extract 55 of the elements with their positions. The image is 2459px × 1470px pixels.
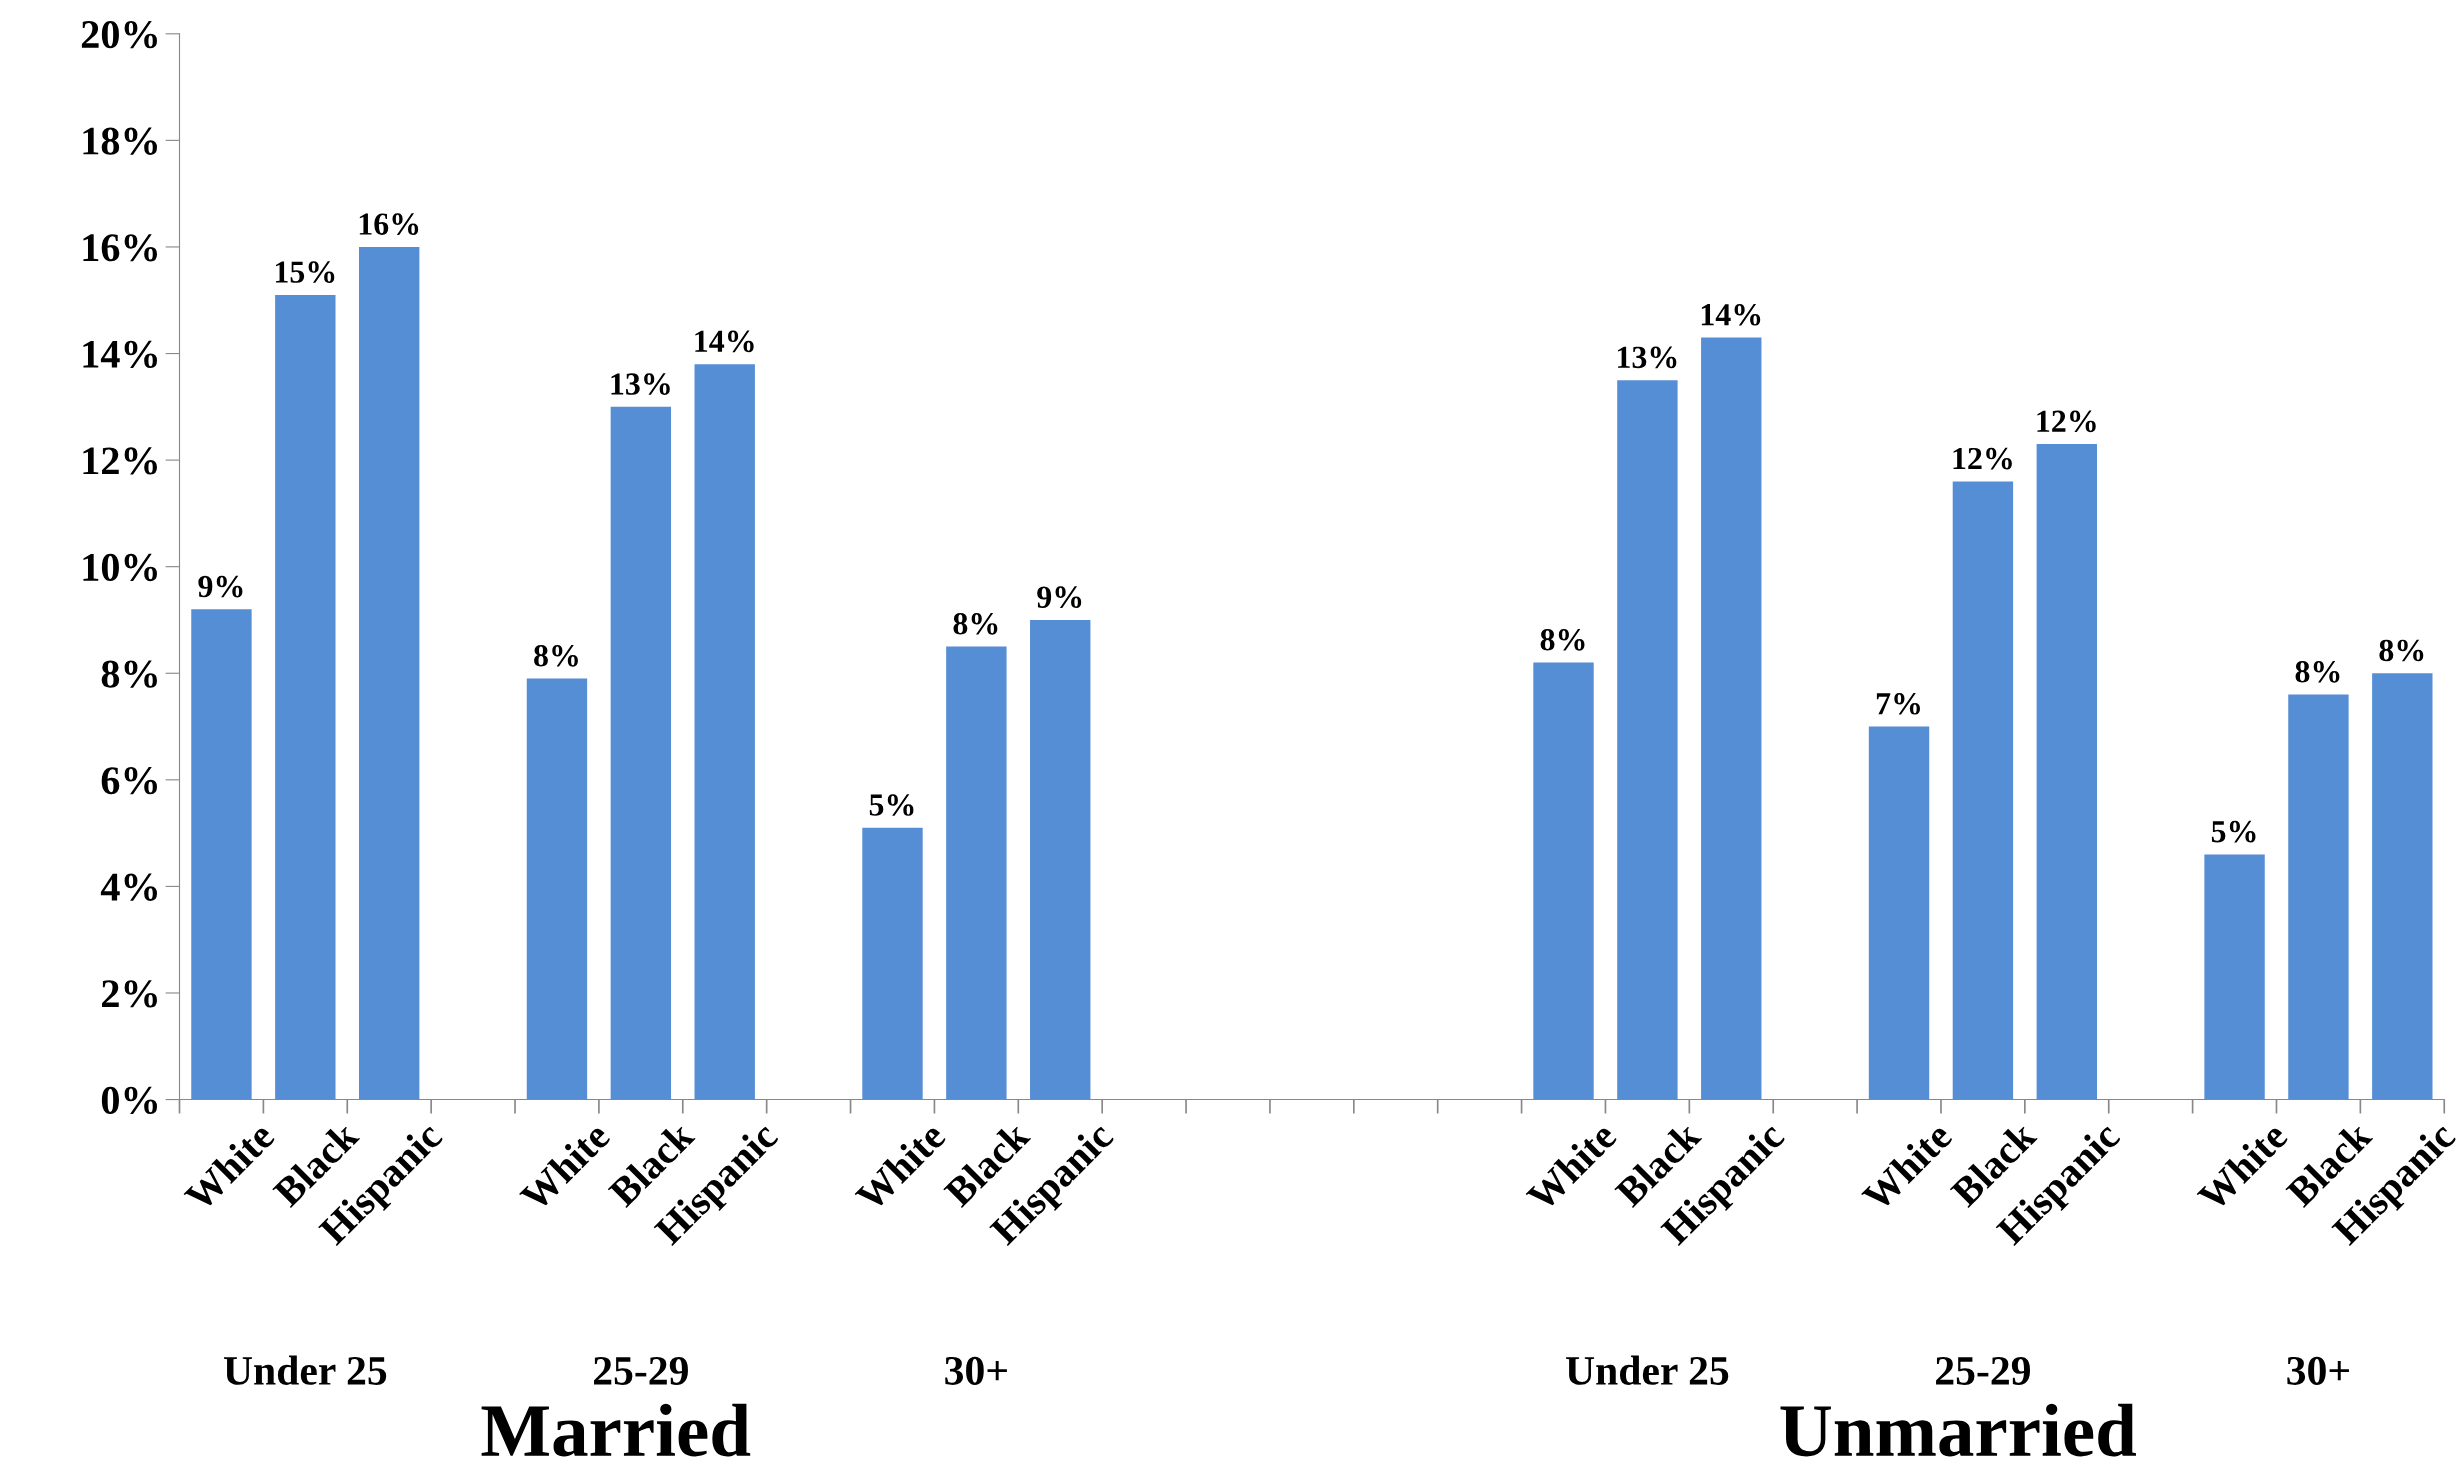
y-tick-label: 18%: [83, 127, 157, 155]
y-tick-label: 0%: [101, 1086, 157, 1115]
y-tick-label: 12%: [83, 447, 157, 475]
data-label: 5%: [2211, 820, 2256, 843]
data-label: 15%: [275, 261, 335, 283]
bar: [1030, 619, 1091, 1100]
bar: [359, 246, 420, 1100]
bar: [1868, 726, 1930, 1100]
bar: [2288, 694, 2349, 1100]
data-label: 7%: [1876, 692, 1920, 715]
bar: [694, 364, 755, 1100]
text: 30+: [945, 1356, 1007, 1385]
data-label: 14%: [695, 330, 754, 353]
y-tick-label: 20%: [81, 21, 157, 49]
bar: [1533, 662, 1594, 1100]
bar: [191, 609, 252, 1100]
bar: [2372, 673, 2433, 1100]
bar: [1701, 337, 1762, 1100]
bar: [2204, 854, 2265, 1100]
data-label: 8%: [2379, 639, 2424, 662]
data-label: 8%: [2295, 660, 2340, 683]
data-label: 13%: [611, 373, 670, 395]
bar: [610, 406, 672, 1100]
text: 25-29: [1936, 1356, 2031, 1385]
y-tick-label: 8%: [101, 660, 157, 688]
data-label: 12%: [2037, 410, 2096, 433]
y-tick-label: 4%: [100, 873, 157, 901]
y-tick-label: 10%: [83, 553, 157, 582]
bar: [526, 678, 588, 1100]
y-tick-label: 6%: [101, 767, 157, 795]
text: Under 25: [223, 1355, 387, 1385]
bar: [946, 646, 1007, 1100]
text: Married: [481, 1403, 751, 1457]
bar: [2036, 444, 2097, 1100]
y-tick-label: 14%: [83, 340, 157, 369]
y-tick-label: 2%: [102, 980, 157, 1008]
text: Under 25: [1566, 1355, 1729, 1385]
bar: [1952, 481, 2014, 1100]
data-label: 14%: [1701, 303, 1761, 326]
text: Unmarried: [1780, 1403, 2137, 1457]
data-label: 8%: [534, 644, 578, 667]
data-label: 13%: [1618, 346, 1677, 369]
data-label: 12%: [1953, 447, 2012, 470]
data-label: 9%: [198, 575, 243, 598]
bar: [1617, 380, 1678, 1100]
data-label: 9%: [1037, 586, 1082, 609]
y-tick-label: 16%: [83, 234, 157, 262]
data-label: 5%: [869, 794, 914, 816]
data-label: 16%: [359, 213, 419, 236]
data-label: 8%: [1540, 629, 1585, 651]
data-label: 8%: [953, 613, 998, 635]
text: 25-29: [593, 1356, 688, 1385]
bar: [862, 827, 923, 1100]
bar: [275, 294, 336, 1100]
text: 30+: [2287, 1356, 2349, 1385]
